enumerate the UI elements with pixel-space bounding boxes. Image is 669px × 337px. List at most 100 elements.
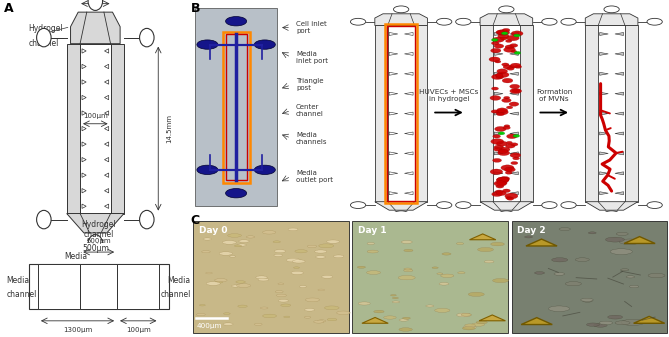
Circle shape xyxy=(215,281,223,283)
Text: channel: channel xyxy=(7,290,37,299)
Circle shape xyxy=(497,69,508,73)
Circle shape xyxy=(616,232,628,236)
Circle shape xyxy=(391,295,396,296)
Polygon shape xyxy=(480,202,533,210)
Circle shape xyxy=(495,73,503,77)
Polygon shape xyxy=(494,152,503,155)
Bar xyxy=(223,32,250,183)
Circle shape xyxy=(494,44,504,48)
Polygon shape xyxy=(599,92,608,95)
Text: Day 0: Day 0 xyxy=(199,226,227,235)
Text: 1300μm: 1300μm xyxy=(63,327,92,333)
Text: Hydrogel: Hydrogel xyxy=(82,220,116,229)
Circle shape xyxy=(647,18,662,25)
Circle shape xyxy=(318,289,324,291)
Polygon shape xyxy=(585,202,638,210)
Circle shape xyxy=(514,34,520,37)
Bar xyxy=(193,221,349,333)
Polygon shape xyxy=(615,152,624,155)
Circle shape xyxy=(552,258,568,262)
Circle shape xyxy=(496,108,508,113)
Circle shape xyxy=(437,273,443,274)
Circle shape xyxy=(496,75,504,79)
Bar xyxy=(493,26,520,202)
Circle shape xyxy=(502,28,510,32)
Circle shape xyxy=(503,126,510,129)
Circle shape xyxy=(621,269,629,271)
Circle shape xyxy=(140,28,154,47)
Circle shape xyxy=(501,32,508,35)
Polygon shape xyxy=(70,12,120,44)
Circle shape xyxy=(314,250,326,253)
Text: Day 2: Day 2 xyxy=(517,226,546,235)
Circle shape xyxy=(505,144,515,148)
Circle shape xyxy=(490,48,501,53)
Polygon shape xyxy=(599,172,608,175)
Circle shape xyxy=(314,320,324,323)
Text: channel: channel xyxy=(29,39,59,48)
Circle shape xyxy=(326,240,339,243)
Circle shape xyxy=(605,237,624,242)
Circle shape xyxy=(478,247,494,252)
Circle shape xyxy=(599,321,613,325)
Circle shape xyxy=(456,202,471,209)
Circle shape xyxy=(494,145,504,149)
Circle shape xyxy=(236,281,246,283)
Circle shape xyxy=(401,241,412,243)
Circle shape xyxy=(457,313,471,317)
Circle shape xyxy=(307,245,316,248)
Circle shape xyxy=(392,297,399,299)
Circle shape xyxy=(231,285,240,287)
Circle shape xyxy=(505,193,518,199)
Circle shape xyxy=(496,191,506,195)
Circle shape xyxy=(510,153,520,158)
Circle shape xyxy=(630,285,639,288)
Circle shape xyxy=(351,202,366,209)
Polygon shape xyxy=(599,112,608,115)
Circle shape xyxy=(510,63,521,68)
Circle shape xyxy=(222,241,236,244)
Circle shape xyxy=(374,310,384,313)
Circle shape xyxy=(404,268,411,270)
Circle shape xyxy=(626,276,635,278)
Polygon shape xyxy=(615,32,624,35)
Circle shape xyxy=(561,18,576,25)
Circle shape xyxy=(561,202,576,209)
Circle shape xyxy=(304,308,314,311)
Text: Media: Media xyxy=(7,276,30,285)
Polygon shape xyxy=(510,172,518,175)
Circle shape xyxy=(511,143,518,146)
Text: 500μm: 500μm xyxy=(86,238,111,244)
Circle shape xyxy=(237,284,251,287)
Text: 14.5mm: 14.5mm xyxy=(166,114,172,143)
Text: A: A xyxy=(4,2,13,16)
Polygon shape xyxy=(510,52,518,55)
Polygon shape xyxy=(494,172,503,175)
Polygon shape xyxy=(615,92,624,95)
Circle shape xyxy=(498,34,509,39)
Circle shape xyxy=(458,272,465,274)
Circle shape xyxy=(559,227,571,231)
Circle shape xyxy=(492,158,502,162)
Circle shape xyxy=(274,250,286,253)
Circle shape xyxy=(206,282,220,285)
Bar xyxy=(598,26,625,202)
Circle shape xyxy=(524,236,533,238)
Polygon shape xyxy=(615,112,624,115)
Circle shape xyxy=(456,243,464,245)
Circle shape xyxy=(607,315,623,319)
Circle shape xyxy=(490,95,501,100)
Bar xyxy=(80,264,117,309)
Polygon shape xyxy=(510,112,518,115)
Circle shape xyxy=(496,180,507,185)
Bar xyxy=(225,34,247,181)
Polygon shape xyxy=(479,315,505,321)
Circle shape xyxy=(322,275,333,278)
Circle shape xyxy=(327,318,337,321)
Text: Triangle
post: Triangle post xyxy=(296,79,323,91)
Circle shape xyxy=(496,177,509,183)
Circle shape xyxy=(504,167,515,172)
Polygon shape xyxy=(615,192,624,195)
Bar xyxy=(353,221,508,333)
Circle shape xyxy=(278,283,284,284)
